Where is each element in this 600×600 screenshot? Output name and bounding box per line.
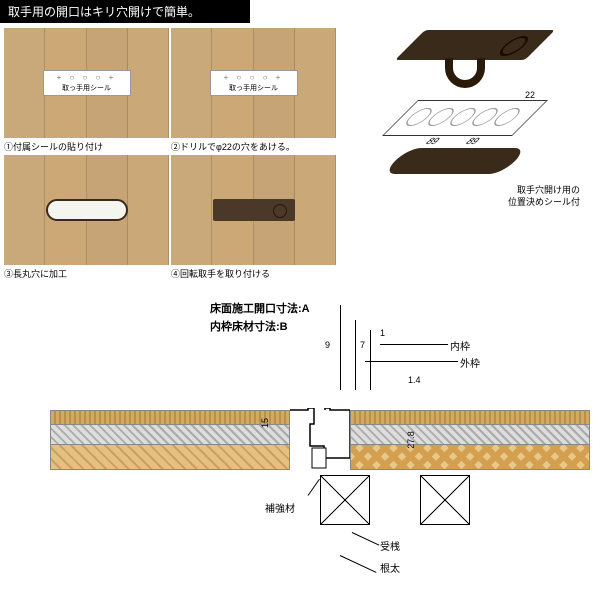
dim-9: 9 (325, 340, 330, 350)
label-brace: 受桟 (380, 538, 400, 553)
step-grid: 取っ手用シール ①付属シールの貼り付け 取っ手用シール ②ドリルでφ22の穴をあ… (4, 28, 338, 280)
step-3-caption: ③長丸穴に加工 (4, 267, 169, 280)
step-4: ④回転取手を取り付ける (171, 155, 336, 280)
step-4-image (171, 155, 336, 265)
dim-7: 7 (360, 340, 365, 350)
header-bar: 取手用の開口はキリ穴開けで簡単。 (0, 0, 250, 23)
handle-note: 取手穴開け用の 位置決めシール付 (508, 185, 580, 208)
handle-isometric: 89 22 取手穴開け用の 位置決めシール付 (350, 30, 580, 260)
dim-15: 15 (260, 418, 270, 428)
frame-profile (290, 408, 350, 478)
header-title: 取手用の開口はキリ穴開けで簡単。 (8, 5, 200, 19)
step-1-caption: ①付属シールの貼り付け (4, 140, 169, 153)
step-2: 取っ手用シール ②ドリルでφ22の穴をあける。 (171, 28, 336, 153)
dim-22: 22 (525, 90, 535, 100)
installed-handle (213, 199, 295, 221)
dim-1: 1 (380, 328, 385, 338)
dim-14: 1.4 (408, 375, 421, 385)
sticker-label: 取っ手用シール (210, 70, 298, 96)
cross-section: 床面施工開口寸法:A 内枠床材寸法:B 9 7 1 内枠 外枠 15 1.4 2… (50, 300, 590, 590)
step-2-image: 取っ手用シール (171, 28, 336, 138)
step-1: 取っ手用シール ①付属シールの貼り付け (4, 28, 169, 153)
template-slot (382, 148, 528, 174)
label-inner: 内枠 (450, 338, 470, 353)
step-2-caption: ②ドリルでφ22の穴をあける。 (171, 140, 336, 153)
label-joist: 根太 (380, 560, 400, 575)
label-a: 床面施工開口寸法:A (210, 300, 310, 316)
drill-template (382, 100, 548, 136)
dim-278: 27.8 (406, 431, 416, 449)
joist-2 (420, 475, 470, 525)
handle-body (395, 30, 555, 60)
step-1-image: 取っ手用シール (4, 28, 169, 138)
step-4-caption: ④回転取手を取り付ける (171, 267, 336, 280)
floor-right (350, 410, 590, 470)
floor-left (50, 410, 290, 470)
step-3-image (4, 155, 169, 265)
joist-1 (320, 475, 370, 525)
slot-hole (46, 199, 128, 221)
sticker-label: 取っ手用シール (43, 70, 131, 96)
label-b: 内枠床材寸法:B (210, 318, 288, 334)
dim-89: 89 (393, 136, 483, 146)
label-reinforce: 補強材 (265, 500, 295, 515)
step-3: ③長丸穴に加工 (4, 155, 169, 280)
handle-hook (445, 58, 485, 88)
label-outer: 外枠 (460, 355, 480, 370)
